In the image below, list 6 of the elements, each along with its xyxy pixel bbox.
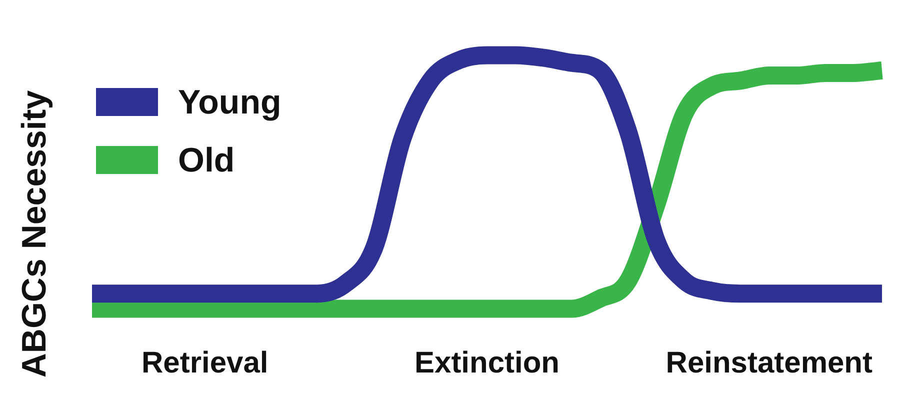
legend-label: Young <box>178 83 282 122</box>
legend-label: Old <box>178 141 235 180</box>
x-tick-label: Reinstatement <box>666 346 873 380</box>
x-tick-label: Retrieval <box>141 346 268 380</box>
x-tick-label: Extinction <box>414 346 560 380</box>
y-axis-title: ABGCs Necessity <box>15 90 54 378</box>
